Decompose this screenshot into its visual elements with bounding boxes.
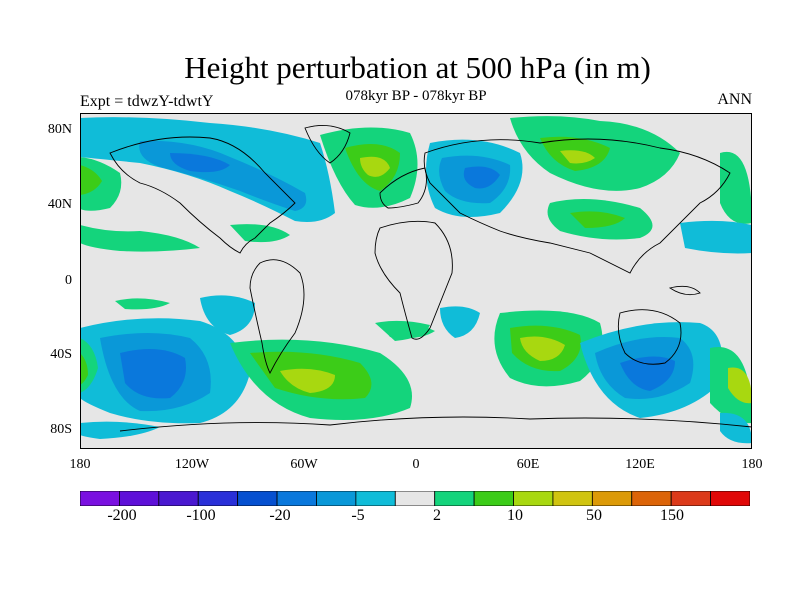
lat-label-80n: 80N — [47, 122, 72, 137]
lon-label-180e: 180 — [741, 457, 763, 472]
plot-title: Height perturbation at 500 hPa (in m) — [184, 50, 651, 85]
colorbar-swatch — [670, 491, 711, 506]
colorbar-swatch — [119, 491, 160, 506]
plot-subtitle: 078kyr BP - 078kyr BP — [345, 88, 487, 104]
contour-band — [80, 310, 752, 444]
lon-label-60w: 60W — [290, 457, 318, 472]
lon-label-120e: 120E — [625, 457, 655, 472]
contour-band — [80, 116, 752, 254]
colorbar-swatch — [473, 491, 514, 506]
colorbar-swatch — [710, 491, 750, 506]
lon-label-0: 0 — [412, 457, 420, 472]
lat-label-40n: 40N — [47, 197, 72, 212]
colorbar-swatch — [80, 491, 120, 506]
colorbar-swatch — [394, 491, 436, 506]
colorbar-label: -100 — [186, 507, 216, 524]
lat-label-80s: 80S — [50, 422, 72, 437]
colorbar — [80, 491, 750, 506]
colorbar-swatch — [552, 491, 593, 506]
colorbar-label: 50 — [586, 507, 602, 524]
colorbar-swatch — [158, 491, 199, 506]
colorbar-swatch — [237, 491, 278, 506]
season-label: ANN — [717, 91, 752, 108]
coastlines — [109, 124, 752, 432]
colorbar-swatch — [631, 491, 672, 506]
colorbar-swatch — [276, 491, 317, 506]
colorbar-swatch — [591, 491, 633, 506]
lon-label-120w: 120W — [174, 457, 210, 472]
lon-label-60e: 60E — [516, 457, 540, 472]
experiment-label: Expt = tdwzY-tdwtY — [80, 93, 214, 110]
colorbar-label: -20 — [269, 507, 291, 524]
colorbar-swatch — [197, 491, 239, 506]
colorbar-label: -200 — [107, 507, 137, 524]
colorbar-swatch — [316, 491, 357, 506]
colorbar-label: 150 — [660, 507, 684, 524]
lat-label-40s: 40S — [50, 347, 72, 362]
map-plot — [80, 113, 752, 449]
colorbar-label: 2 — [433, 507, 441, 524]
colorbar-swatch — [513, 491, 554, 506]
colorbar-label: 10 — [507, 507, 523, 524]
lon-label-180w: 180 — [69, 457, 91, 472]
colorbar-label: -5 — [351, 507, 365, 524]
colorbar-swatch — [355, 491, 396, 506]
colorbar-swatch — [434, 491, 475, 506]
lat-label-0: 0 — [65, 273, 72, 288]
